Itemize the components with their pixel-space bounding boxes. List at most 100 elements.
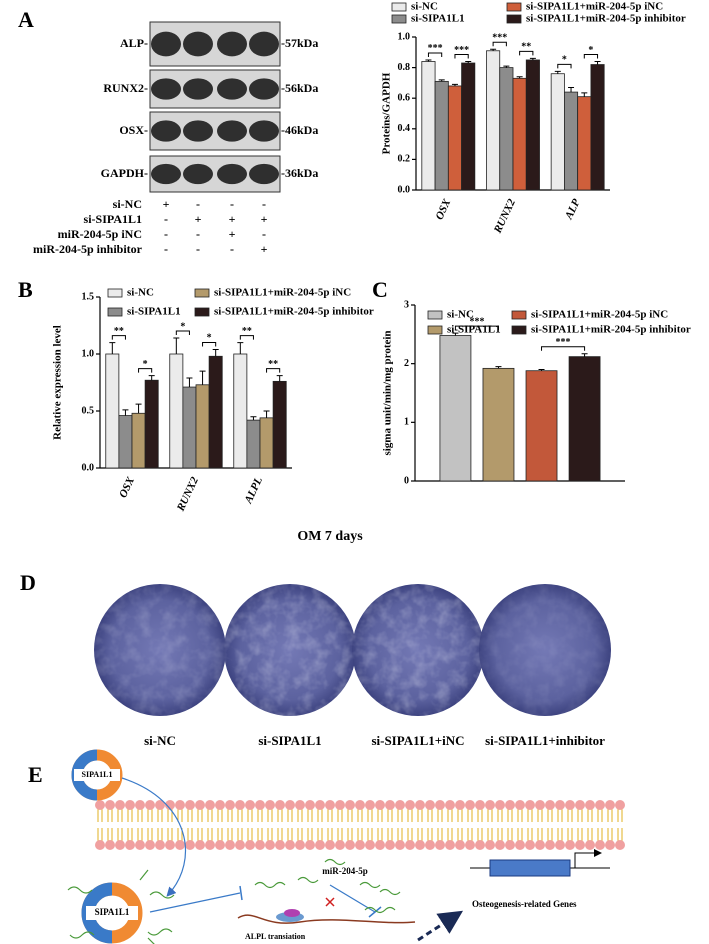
lipid-head — [225, 840, 235, 850]
legend-label: si-SIPA1L1+miR-204-5p iNC — [531, 309, 668, 321]
lipid-head — [525, 840, 535, 850]
lipid-head — [115, 800, 125, 810]
panel-label: A — [18, 7, 34, 32]
bar — [512, 77, 527, 191]
lipid-head — [205, 840, 215, 850]
lipid-head — [465, 800, 475, 810]
error-bar — [529, 57, 536, 60]
lipid-head — [535, 840, 545, 850]
bar — [182, 386, 197, 469]
lipid-head — [445, 800, 455, 810]
protein-label-bg — [74, 769, 120, 781]
lipid-head — [585, 800, 595, 810]
ribosome — [284, 909, 300, 917]
lipid-head — [255, 840, 265, 850]
x-tick-label: RUNX2 — [174, 475, 201, 514]
condition-sign: + — [163, 197, 170, 211]
lipid-head — [355, 800, 365, 810]
lipid-head — [125, 840, 135, 850]
legend-label: si-NC — [447, 309, 474, 321]
legend-swatch — [391, 14, 407, 24]
legend-label: si-SIPA1L1 — [447, 324, 501, 336]
legend-label: si-SIPA1L1 — [127, 306, 181, 318]
error-bar — [581, 92, 588, 97]
y-tick-label: 0.4 — [398, 123, 411, 134]
mirna-label: miR-204-5p — [322, 866, 368, 876]
lipid-tail — [557, 808, 563, 842]
lipid-head — [595, 800, 605, 810]
error-bar — [212, 348, 219, 357]
x-tick-label: OSX — [117, 475, 137, 500]
lipid-tail — [457, 808, 463, 842]
lipid-head — [585, 840, 595, 850]
lipid-head — [285, 840, 295, 850]
lipid-head — [175, 840, 185, 850]
lipid-head — [95, 800, 105, 810]
dashed-arrow — [417, 910, 464, 942]
lipid-head — [235, 800, 245, 810]
lipid-head — [325, 840, 335, 850]
condition-sign: - — [196, 197, 200, 211]
condition-name: miR-204-5p iNC — [58, 227, 142, 241]
blot-band — [217, 163, 247, 185]
significance-label: ** — [242, 326, 252, 337]
bar — [118, 415, 133, 469]
lipid-tail — [377, 808, 383, 842]
lipid-head — [375, 800, 385, 810]
bar — [486, 50, 501, 191]
arrow — [121, 777, 187, 897]
lipid-tail — [127, 808, 133, 842]
lipid-head — [525, 800, 535, 810]
lipid-head — [145, 800, 155, 810]
lipid-head — [245, 800, 255, 810]
inhibition-bar — [239, 885, 243, 901]
bar — [195, 384, 210, 469]
bar — [259, 417, 274, 469]
lipid-tail — [597, 808, 603, 842]
lipid-head — [155, 840, 165, 850]
condition-sign: - — [262, 197, 266, 211]
stain-texture — [479, 584, 611, 716]
lipid-tail — [517, 808, 523, 842]
image-label: si-SIPA1L1+inhibitor — [485, 733, 605, 748]
error-bar — [554, 70, 561, 74]
lipid-head — [355, 840, 365, 850]
legend-label: si-SIPA1L1+miR-204-5p inhibitor — [214, 306, 374, 318]
lipid-tail — [107, 808, 113, 842]
legend-swatch — [194, 307, 210, 317]
legend-swatch — [506, 2, 522, 12]
y-tick-label: 1.0 — [82, 348, 95, 359]
lipid-tail — [547, 808, 553, 842]
lipid-tail — [207, 808, 213, 842]
lipid-head — [275, 800, 285, 810]
lipid-head — [325, 800, 335, 810]
significance-label: *** — [556, 337, 571, 348]
condition-sign: - — [164, 227, 168, 241]
significance-bracket — [175, 330, 190, 336]
error-bar — [452, 332, 459, 336]
bar — [272, 380, 287, 469]
condition-sign: + — [261, 212, 268, 226]
lipid-tail — [197, 808, 203, 842]
significance-label: *** — [469, 316, 484, 327]
blot-band — [151, 120, 181, 142]
lipid-head — [515, 800, 525, 810]
legend-swatch — [427, 325, 443, 335]
lipid-tail — [157, 808, 163, 842]
legend-label: si-SIPA1L1+miR-204-5p inhibitor — [531, 324, 691, 336]
lipid-head — [215, 840, 225, 850]
x-tick-label: ALPL — [242, 475, 265, 506]
significance-bracket — [239, 335, 254, 340]
lipid-head — [205, 800, 215, 810]
lipid-head — [315, 800, 325, 810]
blot-band — [151, 163, 181, 185]
significance-label: * — [207, 333, 212, 344]
block-mark — [325, 897, 335, 907]
error-bar — [250, 416, 257, 421]
lipid-tail — [617, 808, 623, 842]
legend-swatch — [107, 288, 123, 298]
lipid-head — [215, 800, 225, 810]
lipid-tail — [487, 808, 493, 842]
lipid-head — [345, 840, 355, 850]
y-tick-label: 3 — [404, 299, 409, 310]
